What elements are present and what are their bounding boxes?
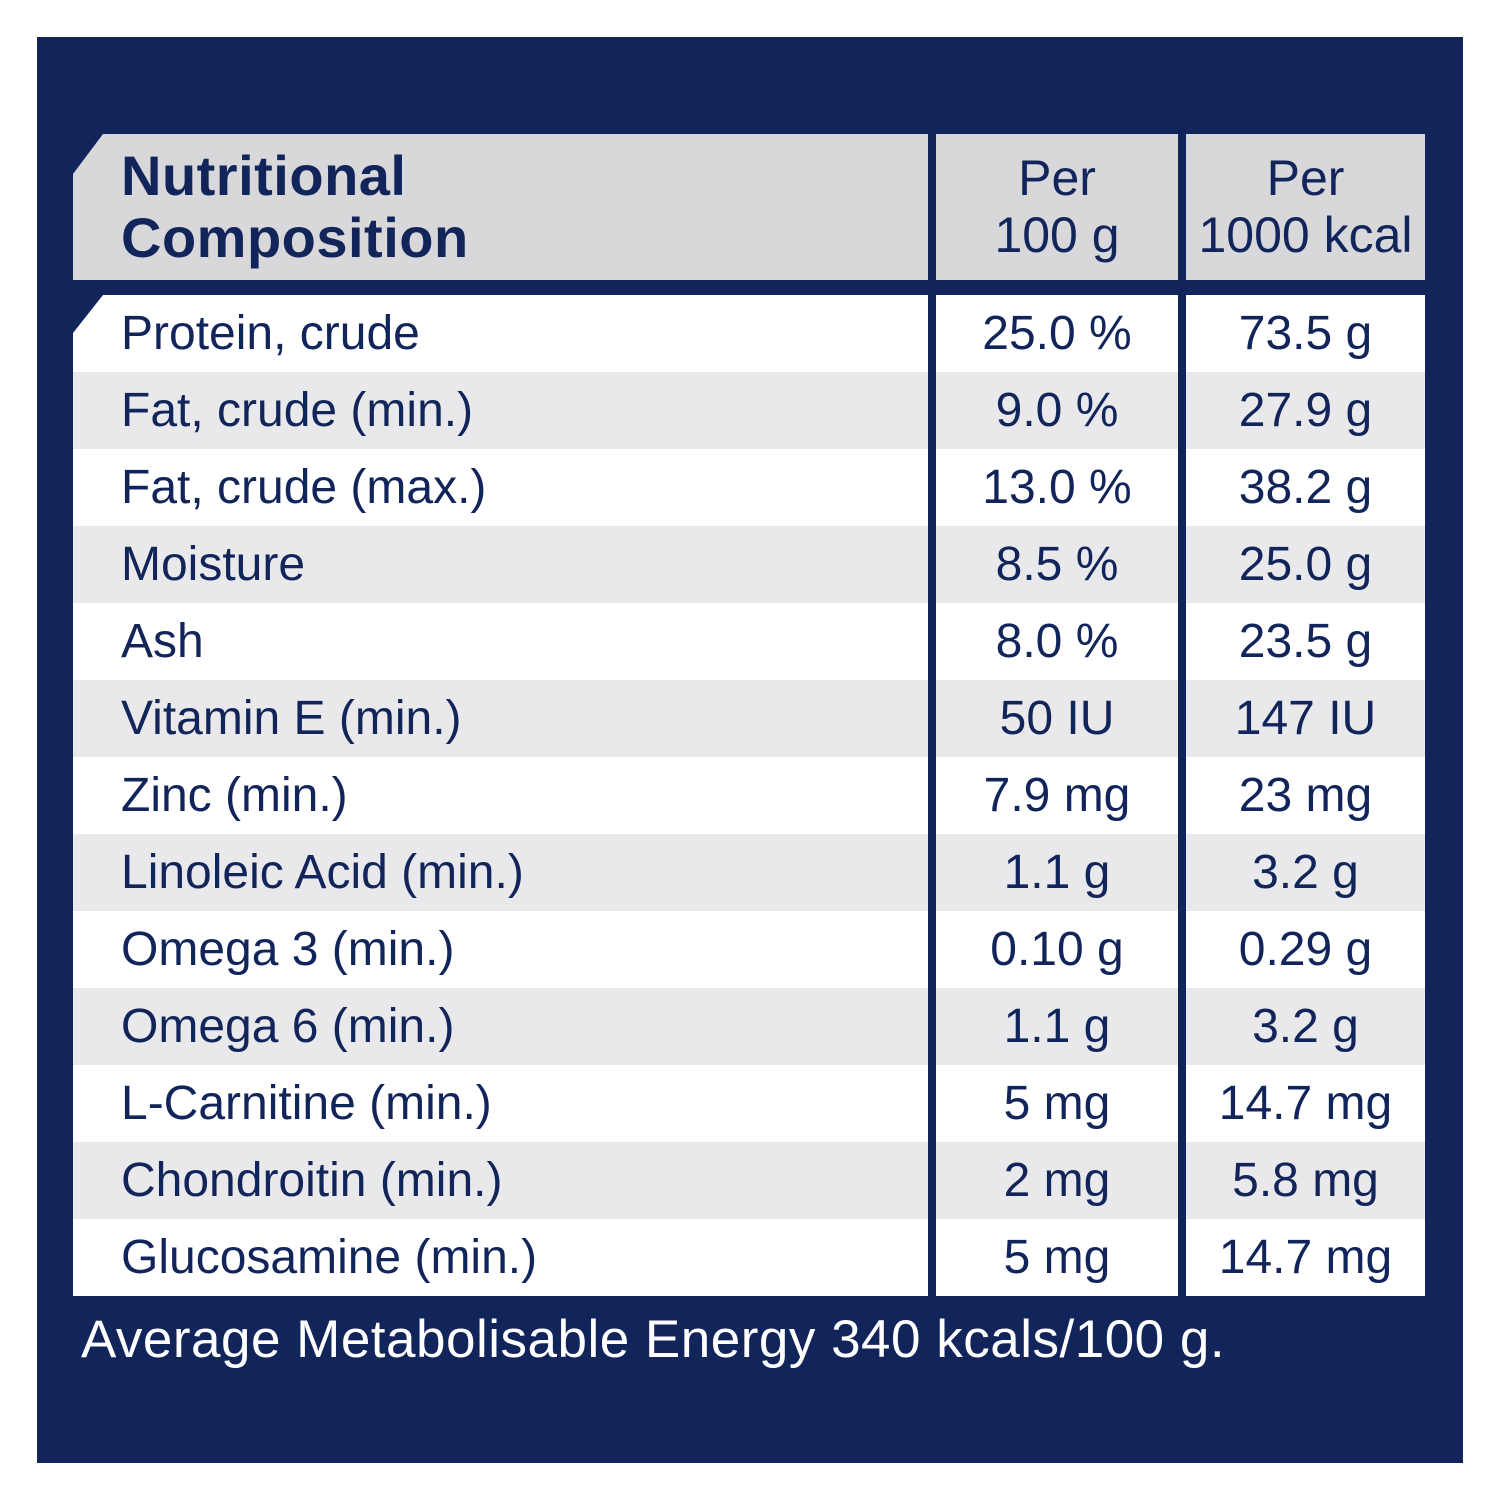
table-row: Vitamin E (min.) 50 IU 147 IU (73, 680, 1425, 757)
header-per-1000kcal-line2: 1000 kcal (1198, 207, 1413, 263)
table-body: Protein, crude 25.0 % 73.5 g Fat, crude … (73, 295, 1425, 1296)
row-label: Glucosamine (min.) (121, 1231, 538, 1284)
footer-energy-note: Average Metabolisable Energy 340 kcals/1… (81, 1310, 1226, 1369)
table-row: Fat, crude (min.) 9.0 % 27.9 g (73, 372, 1425, 449)
table-header: Nutritional Composition Per 100 g Per 10… (73, 134, 1425, 280)
row-value-per-1000kcal: 14.7 mg (1178, 1065, 1425, 1142)
row-value-per-100g: 50 IU (928, 680, 1178, 757)
row-label: Fat, crude (max.) (121, 461, 487, 514)
table-row: Ash 8.0 % 23.5 g (73, 603, 1425, 680)
row-label: Protein, crude (121, 307, 420, 360)
table-row: Omega 6 (min.) 1.1 g 3.2 g (73, 988, 1425, 1065)
row-label: Zinc (min.) (121, 769, 348, 822)
header-per-100g-line1: Per (1018, 150, 1096, 206)
table-row: Protein, crude 25.0 % 73.5 g (73, 295, 1425, 372)
header-title-line2: Composition (121, 206, 469, 269)
row-value-per-1000kcal: 27.9 g (1178, 372, 1425, 449)
row-value-per-1000kcal: 25.0 g (1178, 526, 1425, 603)
row-value-per-1000kcal: 14.7 mg (1178, 1219, 1425, 1296)
row-value-per-100g: 5 mg (928, 1219, 1178, 1296)
table-row: Moisture 8.5 % 25.0 g (73, 526, 1425, 603)
table-row: Glucosamine (min.) 5 mg 14.7 mg (73, 1219, 1425, 1296)
row-value-per-1000kcal: 3.2 g (1178, 988, 1425, 1065)
header-cell-per-100g: Per 100 g (928, 134, 1178, 280)
row-label: Vitamin E (min.) (121, 692, 462, 745)
table-row: Zinc (min.) 7.9 mg 23 mg (73, 757, 1425, 834)
row-label: Moisture (121, 538, 306, 591)
row-value-per-1000kcal: 23 mg (1178, 757, 1425, 834)
header-title-line1: Nutritional (121, 144, 407, 208)
table-row: L-Carnitine (min.) 5 mg 14.7 mg (73, 1065, 1425, 1142)
table-row: Linoleic Acid (min.) 1.1 g 3.2 g (73, 834, 1425, 911)
row-value-per-1000kcal: 0.29 g (1178, 911, 1425, 988)
row-value-per-1000kcal: 5.8 mg (1178, 1142, 1425, 1219)
row-value-per-1000kcal: 3.2 g (1178, 834, 1425, 911)
row-label: Omega 3 (min.) (121, 923, 455, 976)
row-value-per-100g: 8.5 % (928, 526, 1178, 603)
header-cell-per-1000kcal: Per 1000 kcal (1178, 134, 1425, 280)
row-value-per-100g: 2 mg (928, 1142, 1178, 1219)
row-value-per-1000kcal: 147 IU (1178, 680, 1425, 757)
nutrition-panel: Nutritional Composition Per 100 g Per 10… (37, 37, 1463, 1463)
row-value-per-100g: 8.0 % (928, 603, 1178, 680)
row-value-per-1000kcal: 23.5 g (1178, 603, 1425, 680)
table-row: Chondroitin (min.) 2 mg 5.8 mg (73, 1142, 1425, 1219)
row-label: Omega 6 (min.) (121, 1000, 455, 1053)
table-row: Omega 3 (min.) 0.10 g 0.29 g (73, 911, 1425, 988)
row-label: Chondroitin (min.) (121, 1154, 503, 1207)
row-value-per-100g: 9.0 % (928, 372, 1178, 449)
row-label: Fat, crude (min.) (121, 384, 474, 437)
row-value-per-100g: 25.0 % (928, 295, 1178, 372)
header-per-100g-line2: 100 g (994, 207, 1120, 263)
row-value-per-100g: 5 mg (928, 1065, 1178, 1142)
header-per-1000kcal-line1: Per (1266, 150, 1345, 206)
row-label: L-Carnitine (min.) (121, 1077, 492, 1130)
row-value-per-1000kcal: 38.2 g (1178, 449, 1425, 526)
row-label: Linoleic Acid (min.) (121, 846, 524, 899)
table-row: Fat, crude (max.) 13.0 % 38.2 g (73, 449, 1425, 526)
row-value-per-100g: 13.0 % (928, 449, 1178, 526)
row-value-per-100g: 7.9 mg (928, 757, 1178, 834)
row-value-per-100g: 1.1 g (928, 834, 1178, 911)
row-value-per-100g: 0.10 g (928, 911, 1178, 988)
nutrition-table: Nutritional Composition Per 100 g Per 10… (73, 134, 1425, 1296)
header-cell-nutritional-composition: Nutritional Composition (73, 134, 928, 280)
row-value-per-100g: 1.1 g (928, 988, 1178, 1065)
row-label: Ash (121, 615, 204, 668)
row-value-per-1000kcal: 73.5 g (1178, 295, 1425, 372)
